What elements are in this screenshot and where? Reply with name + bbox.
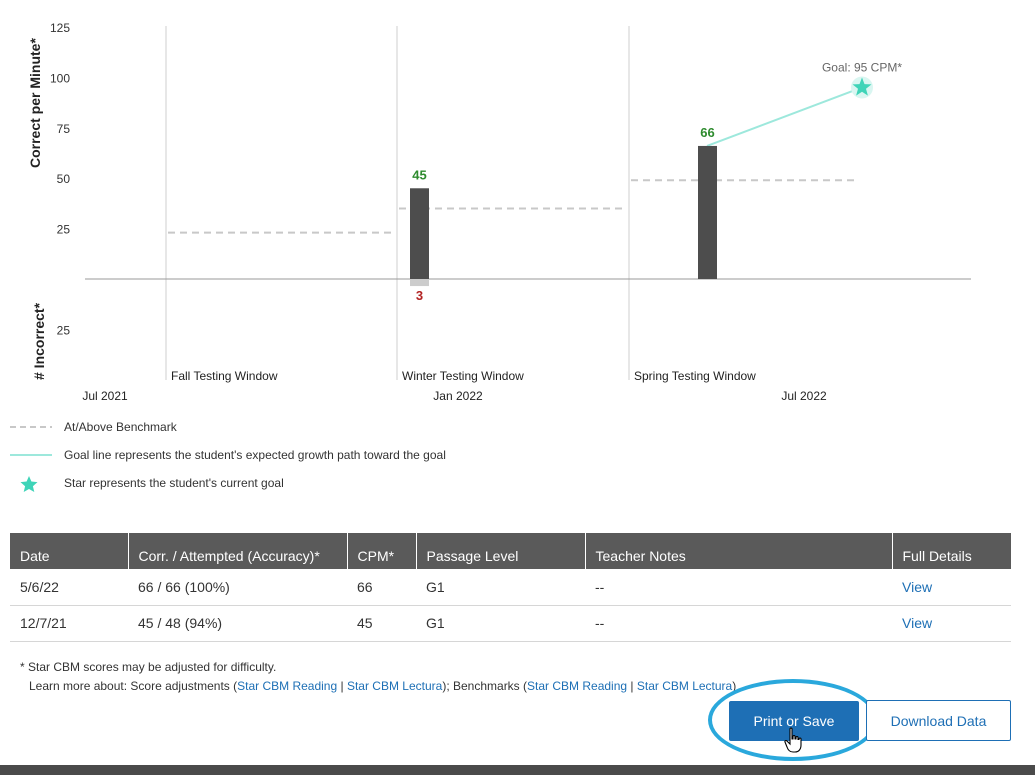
legend-star: Star represents the student's current go… [0,474,600,494]
y-axis-title-correct: Correct per Minute* [27,38,43,168]
benchmarks-text: ); Benchmarks ( [442,679,528,693]
col-accuracy: Corr. / Attempted (Accuracy)* [128,533,348,569]
cell-accuracy: 66 / 66 (100%) [128,569,347,606]
correct-bar [410,188,429,279]
window-label: Spring Testing Window [634,369,756,383]
col-passage-level: Passage Level [416,533,586,569]
cell-passage-level: G1 [416,605,585,642]
table-row: 12/7/21 45 / 48 (94%) 45 G1 -- View [10,605,1011,642]
cell-cpm: 45 [347,605,416,642]
goal-line-icon [10,454,52,456]
footnote-line2: Learn more about: Score adjustments (Sta… [20,677,736,696]
dashed-line-icon [10,426,52,428]
incorrect-bar [410,280,429,287]
benchmarks-reading-link[interactable]: Star CBM Reading [527,679,628,693]
legend-star-label: Star represents the student's current go… [64,476,284,490]
legend-benchmark-label: At/Above Benchmark [64,420,177,434]
learn-more-text: Learn more about: Score adjustments ( [29,679,238,693]
progress-chart: 25 50 75 100 125 25 Correct per Minute* # Incor… [27,21,971,403]
col-cpm: CPM* [347,533,417,569]
col-date: Date [10,533,129,569]
cell-date: 12/7/21 [10,605,128,642]
close-paren: ) [732,679,737,693]
legend-benchmark: At/Above Benchmark [0,418,600,438]
cell-date: 5/6/22 [10,569,128,606]
col-teacher-notes: Teacher Notes [585,533,893,569]
goal-line [706,86,863,147]
cell-teacher-notes: -- [585,569,892,606]
cell-full-details: View [892,569,1011,606]
legend-goal-line-label: Goal line represents the student's expec… [64,448,446,462]
goal-label: Goal: 95 CPM* [822,60,902,74]
incorrect-value-label: 3 [416,288,423,303]
footnote-line1: * Star CBM scores may be adjusted for di… [20,660,277,674]
footnote: * Star CBM scores may be adjusted for di… [20,658,736,696]
view-details-link[interactable]: View [902,615,933,631]
hand-cursor-icon [784,727,802,753]
legend-goal-line: Goal line represents the student's expec… [0,446,600,466]
y-tick-label: 125 [50,21,70,35]
correct-value-label: 45 [412,167,426,182]
x-date-label: Jul 2022 [781,389,827,403]
x-date-label: Jul 2021 [82,389,128,403]
cell-teacher-notes: -- [585,605,892,642]
view-details-link[interactable]: View [902,578,933,595]
scores-table: Date Corr. / Attempted (Accuracy)* CPM* … [10,533,1011,642]
window-label: Fall Testing Window [171,369,278,383]
bottom-bar [0,765,1035,775]
y-axis-title-incorrect: # Incorrect* [31,302,47,380]
cell-cpm: 66 [347,569,416,606]
cell-full-details: View [892,605,1011,642]
window-label: Winter Testing Window [402,369,524,383]
col-full-details: Full Details [892,533,1011,569]
star-icon [20,476,38,492]
y-tick-label: 25 [57,323,71,337]
separator: | [337,679,347,693]
benchmarks-lectura-link[interactable]: Star CBM Lectura [636,679,733,693]
score-adj-lectura-link[interactable]: Star CBM Lectura [346,679,443,693]
y-tick-label: 100 [50,71,70,85]
goal-star [852,77,872,96]
separator: | [627,679,637,693]
score-adj-reading-link[interactable]: Star CBM Reading [237,679,338,693]
y-tick-label: 75 [57,122,71,136]
cell-passage-level: G1 [416,569,585,606]
print-or-save-button[interactable]: Print or Save [729,701,859,741]
cell-accuracy: 45 / 48 (94%) [128,605,347,642]
download-data-button[interactable]: Download Data [866,700,1011,741]
correct-bar [698,145,717,279]
correct-value-label: 66 [700,125,714,140]
table-header-row: Date Corr. / Attempted (Accuracy)* CPM* … [10,533,1011,569]
y-tick-label: 50 [57,172,71,186]
y-tick-label: 25 [57,223,71,237]
x-date-label: Jan 2022 [433,389,483,403]
table-row: 5/6/22 66 / 66 (100%) 66 G1 -- View [10,569,1011,606]
